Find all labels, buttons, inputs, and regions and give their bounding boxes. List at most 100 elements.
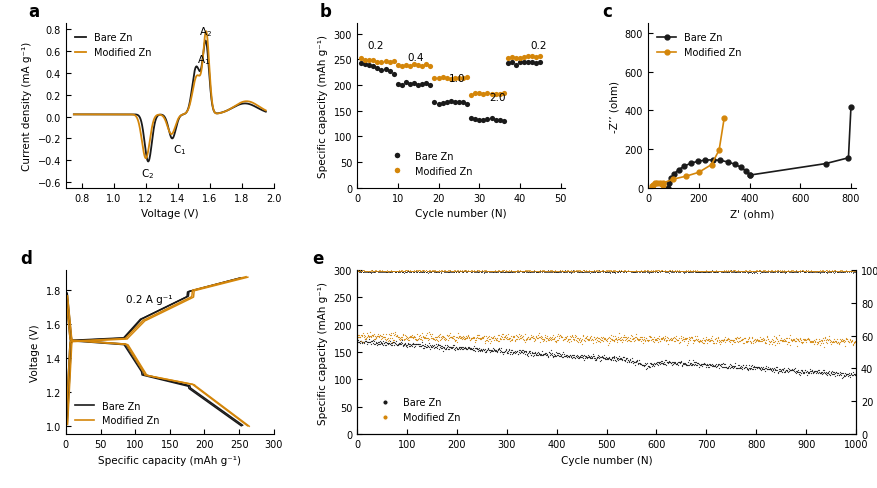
Point <box>431 342 445 349</box>
Point <box>465 333 479 341</box>
Point <box>421 334 435 342</box>
Point <box>367 268 381 276</box>
Point <box>410 269 424 277</box>
Point <box>668 267 682 275</box>
Point <box>797 267 811 275</box>
Point <box>716 267 730 275</box>
Point <box>725 365 739 372</box>
Point <box>726 267 740 275</box>
Point <box>673 357 687 365</box>
Point <box>598 268 612 276</box>
Point <box>441 268 455 276</box>
Point <box>363 339 377 346</box>
Point <box>563 269 577 277</box>
Point <box>613 268 627 276</box>
Point <box>698 267 712 275</box>
Point <box>565 268 579 276</box>
Point <box>636 362 650 369</box>
Point <box>839 370 853 378</box>
Point <box>438 267 453 275</box>
Point <box>703 268 717 276</box>
Point <box>663 359 677 367</box>
Point <box>485 334 499 342</box>
Point <box>581 266 595 274</box>
Point <box>486 346 500 354</box>
Point <box>803 269 817 277</box>
Point <box>413 333 427 341</box>
Point <box>446 267 460 275</box>
Point <box>631 336 645 344</box>
Point <box>373 337 387 345</box>
Point <box>421 329 435 337</box>
Point <box>417 268 431 276</box>
Point <box>671 267 685 275</box>
Point <box>438 336 453 344</box>
Point <box>729 336 743 344</box>
Point <box>490 345 504 353</box>
Point <box>781 267 795 275</box>
Point <box>438 268 453 276</box>
Point <box>748 267 762 275</box>
Point <box>798 268 812 276</box>
Point <box>544 349 558 357</box>
Point <box>777 336 791 344</box>
Point <box>524 267 538 275</box>
Point <box>379 336 393 344</box>
Point <box>558 353 572 361</box>
Point <box>382 268 396 276</box>
Point <box>493 346 507 354</box>
Point <box>370 65 384 73</box>
Point <box>509 266 523 274</box>
Point <box>417 267 431 275</box>
Point <box>540 352 554 360</box>
Point <box>809 268 823 276</box>
Point <box>406 267 420 275</box>
Modified Zn <box>260 108 271 114</box>
Point <box>455 267 469 275</box>
Point <box>788 268 802 276</box>
Point <box>428 335 442 343</box>
Point <box>685 360 699 368</box>
Point <box>588 356 602 364</box>
Point <box>714 363 728 371</box>
Point <box>381 341 395 348</box>
Point <box>813 368 827 376</box>
Point <box>555 267 569 275</box>
Point <box>730 268 744 276</box>
Point <box>702 268 716 276</box>
Point <box>361 267 375 275</box>
Point <box>812 269 826 277</box>
Point <box>693 336 707 344</box>
Point <box>498 345 512 353</box>
Point <box>671 337 685 345</box>
Point <box>614 355 628 363</box>
Point <box>580 267 594 275</box>
Point <box>758 364 772 372</box>
Point <box>547 333 561 341</box>
Point <box>700 361 714 369</box>
Point <box>368 340 382 348</box>
Point <box>385 268 399 276</box>
Point <box>663 267 677 275</box>
Point <box>493 267 507 275</box>
Point <box>358 268 372 276</box>
Point <box>805 267 819 275</box>
Point <box>424 267 438 275</box>
Point <box>752 363 766 371</box>
Point <box>539 332 553 340</box>
Point <box>796 268 810 276</box>
Point <box>421 266 435 274</box>
Point <box>756 365 770 373</box>
Point <box>467 343 481 350</box>
Point <box>693 337 707 345</box>
Point <box>373 268 387 276</box>
Point <box>698 364 712 371</box>
Point <box>548 268 562 276</box>
Point <box>639 268 653 276</box>
Point <box>358 338 372 346</box>
Point <box>509 268 523 276</box>
Point <box>663 267 677 275</box>
Point <box>482 346 496 354</box>
Point <box>820 368 834 376</box>
Point <box>716 267 730 275</box>
